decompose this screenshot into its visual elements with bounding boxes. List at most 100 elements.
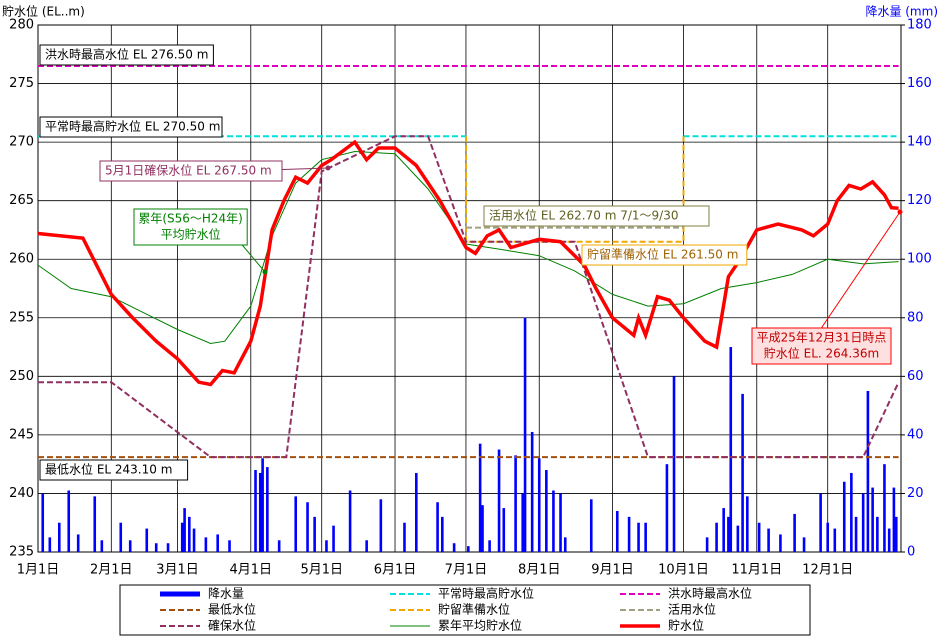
rain-bar <box>876 516 879 552</box>
y-tick-label: 280 <box>9 18 34 33</box>
annotation-box <box>581 244 748 266</box>
y-tick-label: 275 <box>9 76 34 91</box>
rain-bar <box>478 443 482 552</box>
x-tick-label: 12月1日 <box>802 563 853 578</box>
annotation-text: 平均貯水位 <box>161 227 221 242</box>
annotation-arrowhead <box>262 269 268 275</box>
rain-bar <box>559 493 562 552</box>
x-tick-label: 6月1日 <box>374 563 417 578</box>
rain-bar <box>254 470 257 552</box>
rain-bar <box>266 467 269 552</box>
rain-bar <box>767 528 770 552</box>
x-tick-label: 5月1日 <box>300 563 343 578</box>
rain-bar <box>887 528 891 552</box>
annotation-box <box>39 459 189 481</box>
legend-label: 確保水位 <box>208 618 256 633</box>
rain-bar <box>348 490 352 552</box>
rain-bar <box>261 458 264 552</box>
rain-bar <box>883 464 886 552</box>
rain-bar <box>563 537 567 552</box>
x-tick-label: 2月1日 <box>90 563 133 578</box>
y2-tick-label: 140 <box>907 135 932 150</box>
rain-bar <box>819 493 822 552</box>
y2-tick-label: 40 <box>907 427 924 442</box>
rain-bar <box>216 534 219 552</box>
rain-bar <box>530 431 534 552</box>
y2-tick-label: 180 <box>907 18 932 33</box>
rain-bar <box>452 543 456 552</box>
rain-bar <box>183 508 186 552</box>
rain-bar <box>894 516 898 552</box>
x-tick-label: 7月1日 <box>445 563 488 578</box>
rain-bar <box>715 522 718 552</box>
y-tick-label: 255 <box>9 310 34 325</box>
rain-bar <box>523 317 527 552</box>
legend-label: 累年平均貯水位 <box>438 618 522 633</box>
annotation-text: 貯水位 EL. 264.36m <box>764 346 879 361</box>
annotation-box <box>483 205 710 227</box>
rain-bar <box>154 543 158 552</box>
x-tick-label: 10月1日 <box>658 563 709 578</box>
rain-bar <box>128 540 132 552</box>
rain-bar <box>306 502 309 552</box>
rain-bar <box>119 522 123 552</box>
y-tick-label: 265 <box>9 193 34 208</box>
rain-bar <box>741 393 744 552</box>
y2-tick-label: 100 <box>907 252 932 267</box>
legend-label: 洪水時最高水位 <box>668 586 752 601</box>
rain-bar <box>779 534 782 552</box>
rain-bar <box>441 516 444 552</box>
rain-bar <box>76 534 80 552</box>
annotation-arrow <box>819 211 901 331</box>
rain-bar <box>833 528 837 552</box>
rain-bar <box>729 347 733 552</box>
rain-bar <box>188 516 191 552</box>
rain-bar <box>41 493 45 552</box>
rain-bar <box>325 540 328 552</box>
rain-bar <box>481 505 484 552</box>
rain-bar <box>722 508 725 552</box>
rain-bar <box>332 525 335 552</box>
y2-tick-label: 0 <box>907 545 915 560</box>
legend-label: 貯水位 <box>668 618 704 633</box>
rain-bar <box>545 470 548 552</box>
rain-bar <box>644 522 647 552</box>
rain-bar <box>552 490 555 552</box>
rain-bar <box>502 508 506 552</box>
annotation-box <box>751 327 892 365</box>
rain-bar <box>705 537 709 552</box>
annotation-text: 活用水位 EL 262.70 m 7/1～9/30 <box>489 208 678 223</box>
rain-bar <box>57 522 61 552</box>
series-line <box>37 150 899 345</box>
rain-bar <box>204 537 208 552</box>
rain-bar <box>615 511 619 552</box>
rain-bar <box>48 537 52 552</box>
rain-bar <box>892 487 896 552</box>
annotation-box <box>39 44 214 66</box>
x-tick-label: 9月1日 <box>591 563 634 578</box>
x-tick-label: 11月1日 <box>731 563 782 578</box>
y2-tick-label: 120 <box>907 193 932 208</box>
legend-label: 最低水位 <box>208 602 256 617</box>
y2-tick-label: 20 <box>907 486 924 501</box>
rain-bar <box>589 499 593 552</box>
y-tick-label: 250 <box>9 369 34 384</box>
legend-label: 平常時最高貯水位 <box>438 586 534 601</box>
x-tick-label: 3月1日 <box>156 563 199 578</box>
rain-bar <box>842 481 846 552</box>
annotation-text: 洪水時最高水位 EL 276.50 m <box>45 47 208 62</box>
rain-bar <box>488 540 491 552</box>
rain-bar <box>866 390 870 552</box>
rain-bar <box>192 528 196 552</box>
rain-bar <box>497 449 501 552</box>
x-tick-label: 8月1日 <box>518 563 561 578</box>
rain-bar <box>861 493 865 552</box>
rain-bar <box>727 516 730 552</box>
legend-label: 活用水位 <box>668 602 716 617</box>
annotation-text: 最低水位 EL 243.10 m <box>45 462 172 477</box>
annotation-text: 貯留準備水位 EL 261.50 m <box>587 247 738 262</box>
annotation-box <box>133 208 248 246</box>
rain-bar <box>228 540 231 552</box>
rain-bar <box>294 496 298 552</box>
